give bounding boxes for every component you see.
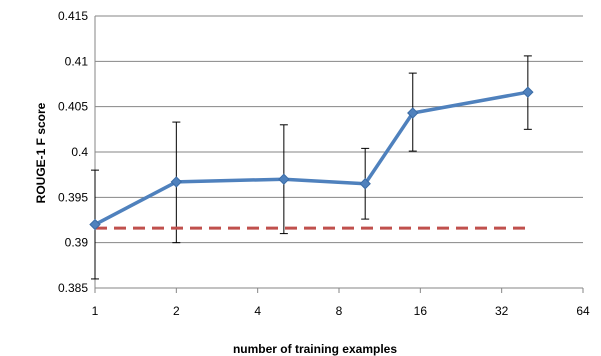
y-tick-label: 0.385 <box>58 281 88 295</box>
y-tick-label: 0.415 <box>58 9 88 23</box>
x-tick-label: 8 <box>336 304 343 318</box>
series-line <box>94 90 529 227</box>
data-point-marker <box>89 218 101 231</box>
x-tick-label: 16 <box>414 304 428 318</box>
y-tick-label: 0.41 <box>65 54 89 68</box>
x-tick-label: 1 <box>92 304 99 318</box>
y-tick-label: 0.405 <box>58 100 88 114</box>
x-axis-title: number of training examples <box>233 342 397 356</box>
series-markers <box>89 86 534 231</box>
gridlines <box>95 15 583 244</box>
y-tick-label: 0.39 <box>65 236 89 250</box>
error-bars <box>91 55 532 280</box>
y-axis-title: ROUGE-1 F score <box>34 102 48 203</box>
y-tick-label: 0.4 <box>71 145 88 159</box>
axes <box>94 16 584 293</box>
series-lines <box>94 90 529 230</box>
data-point-marker <box>170 176 183 188</box>
data-point-marker <box>359 178 371 190</box>
data-point-marker <box>278 173 290 185</box>
x-tick-label: 2 <box>173 304 180 318</box>
x-tick-label: 4 <box>254 304 261 318</box>
x-tick-label: 32 <box>495 304 509 318</box>
y-tick-labels: 0.385 0.39 0.395 0.4 0.405 0.41 0.415 <box>58 9 88 295</box>
data-point-marker <box>522 86 534 98</box>
data-point-marker <box>407 107 419 119</box>
x-tick-labels: 1 2 4 8 16 32 64 <box>92 304 590 318</box>
x-tick-label: 64 <box>576 304 590 318</box>
y-tick-label: 0.395 <box>58 190 88 204</box>
